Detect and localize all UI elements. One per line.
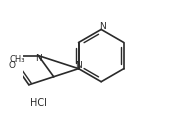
Text: O: O	[9, 61, 16, 70]
Text: N: N	[36, 54, 42, 63]
Text: CH₃: CH₃	[9, 55, 24, 64]
Text: N: N	[99, 22, 106, 31]
Text: N: N	[75, 61, 82, 70]
Text: HCl: HCl	[30, 98, 47, 108]
